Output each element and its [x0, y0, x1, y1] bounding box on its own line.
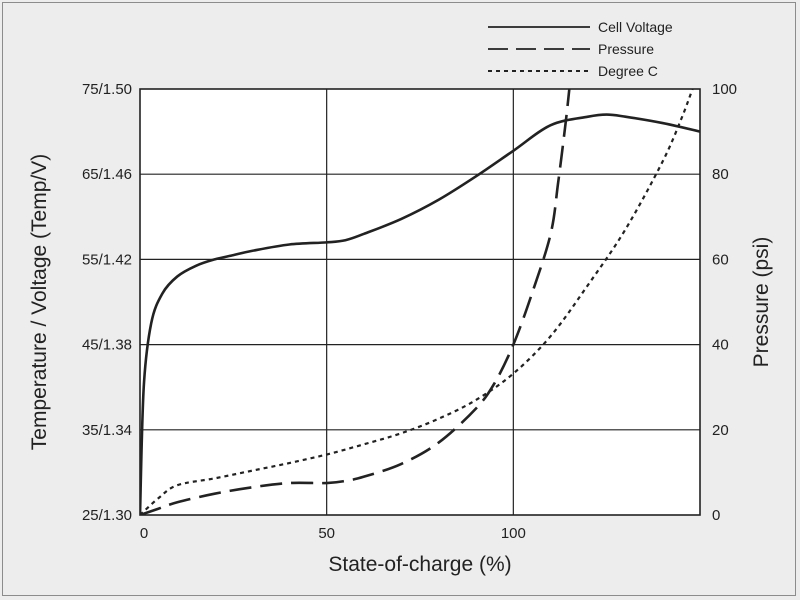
legend-label: Cell Voltage: [598, 19, 673, 35]
series-line-degree-c: [140, 89, 694, 515]
x-tick-label: 100: [501, 525, 526, 542]
y-left-tick-label: 25/1.30: [82, 507, 132, 524]
x-tick-label: 0: [140, 525, 148, 542]
series-line-cell-voltage: [140, 113, 700, 515]
y-left-tick-label: 35/1.34: [82, 422, 132, 439]
legend: Cell Voltage Pressure Degree C: [488, 19, 673, 79]
plot-area: [140, 89, 700, 515]
y-right-tick-labels: 0 20 40 60 80 100: [712, 81, 737, 524]
legend-label: Degree C: [598, 63, 658, 79]
grid-lines: [140, 89, 700, 515]
y-left-tick-label: 65/1.46: [82, 166, 132, 183]
series-line-pressure: [140, 89, 571, 515]
y-left-tick-labels: 25/1.30 35/1.34 45/1.38 55/1.42 65/1.46 75/1.…: [82, 81, 132, 524]
y-right-tick-label: 60: [712, 251, 729, 268]
y-right-tick-label: 40: [712, 337, 729, 354]
y-right-tick-label: 20: [712, 422, 729, 439]
plot-border: [139, 88, 701, 516]
y-left-tick-label: 75/1.50: [82, 81, 132, 98]
x-axis-title: State-of-charge (%): [328, 553, 511, 576]
legend-label: Pressure: [598, 41, 654, 57]
y-right-tick-label: 80: [712, 166, 729, 183]
y-left-tick-label: 55/1.42: [82, 251, 132, 268]
series-group: [140, 89, 700, 515]
y-right-axis-title: Pressure (psi): [750, 237, 773, 368]
y-right-tick-label: 100: [712, 81, 737, 98]
y-right-tick-label: 0: [712, 507, 720, 524]
y-left-tick-label: 45/1.38: [82, 337, 132, 354]
x-tick-label: 50: [318, 525, 335, 542]
y-left-axis-title: Temperature / Voltage (Temp/V): [28, 154, 51, 450]
x-tick-labels: 0 50 100: [140, 525, 526, 542]
